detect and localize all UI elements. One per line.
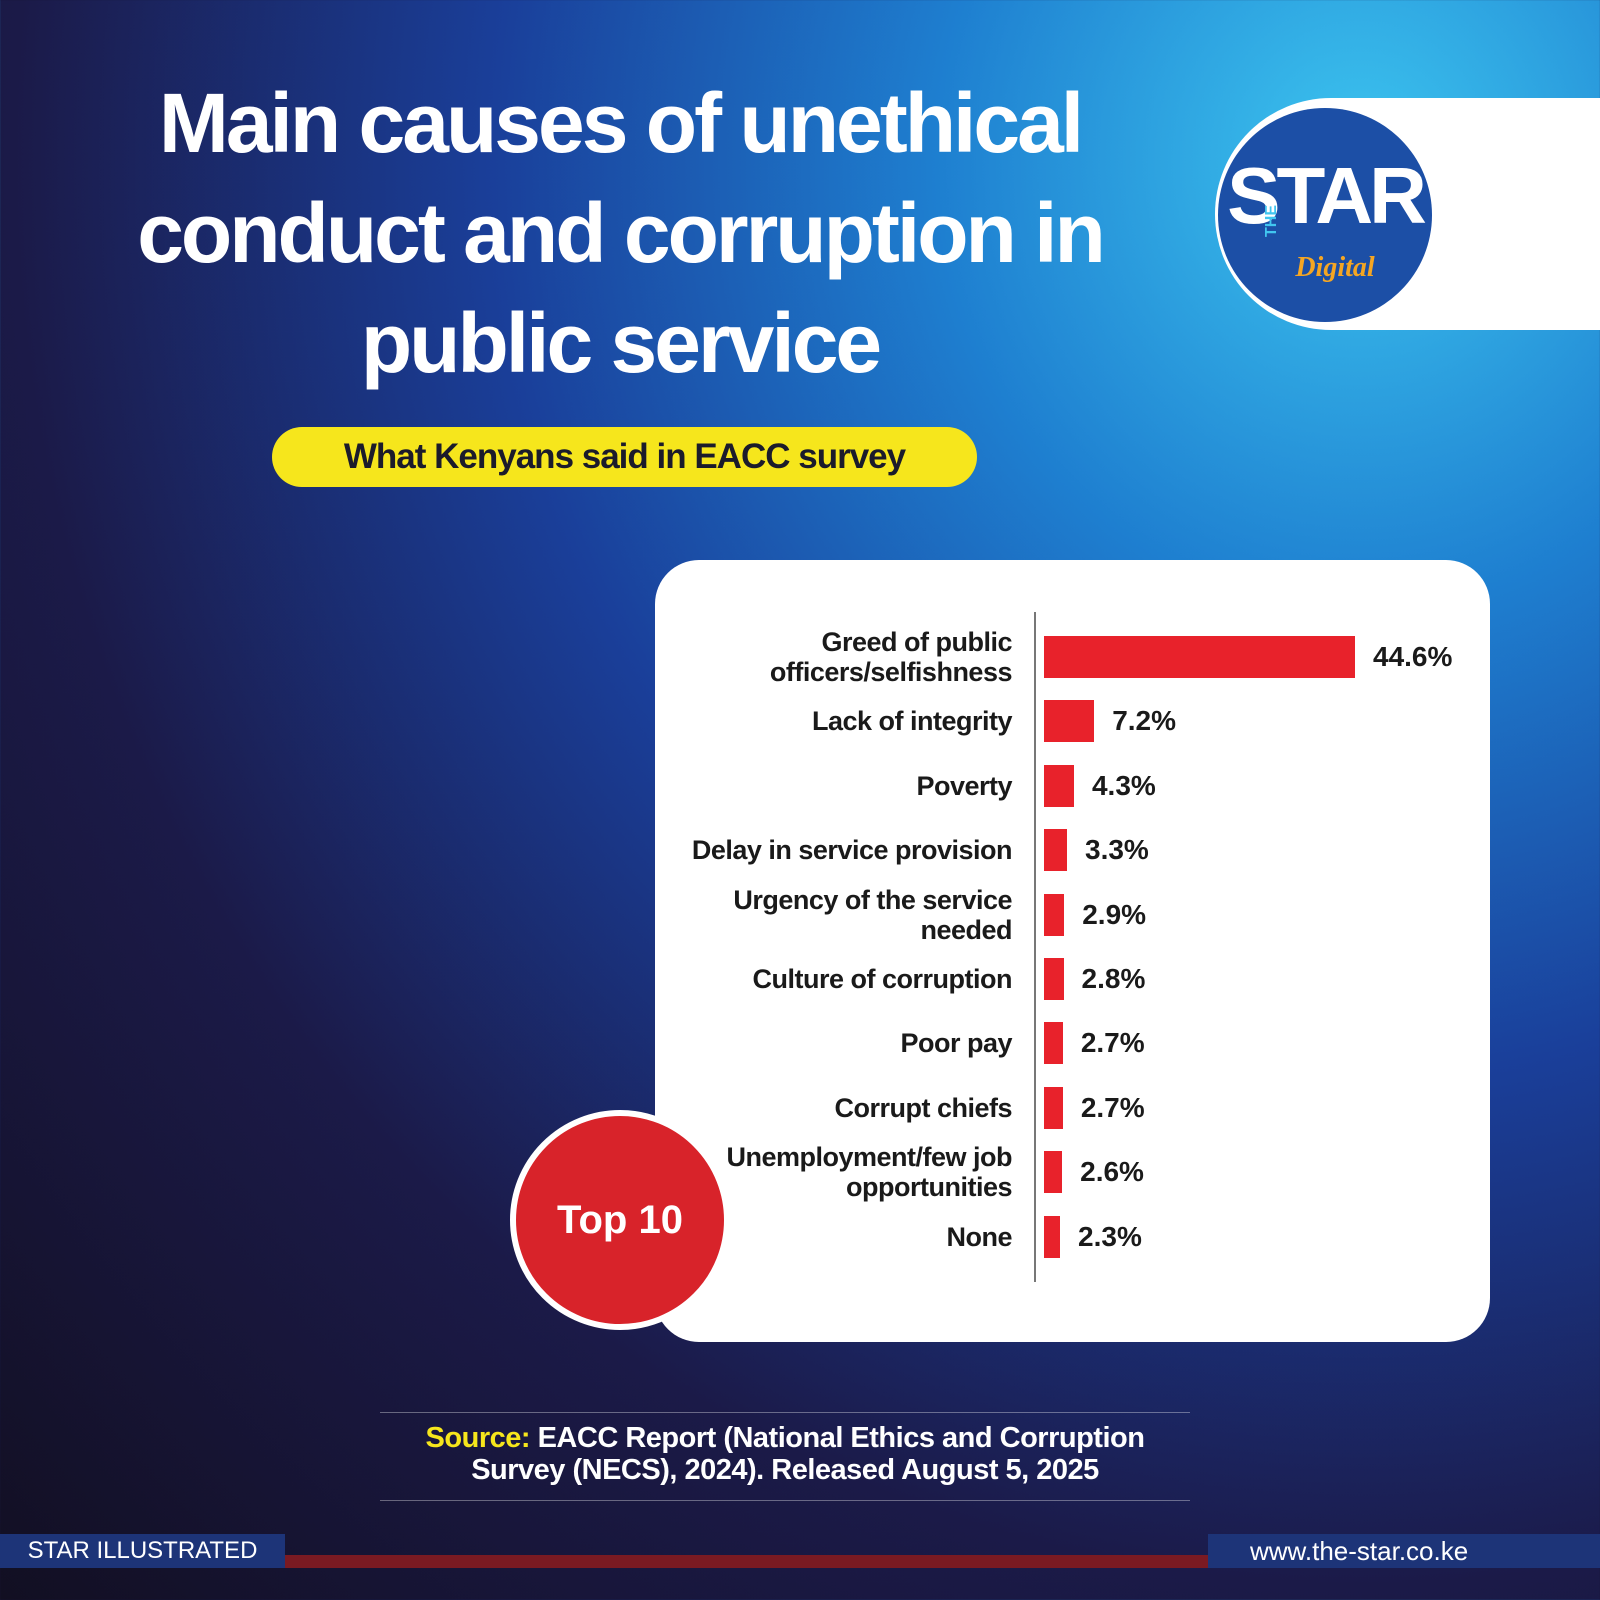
bar (1044, 958, 1064, 1000)
bar (1044, 893, 1065, 936)
logo-circle (1218, 108, 1432, 322)
category-label: Unemployment/few job opportunities (726, 1142, 1012, 1203)
value-label: 3.3% (1085, 834, 1149, 866)
category-label: Urgency of the service needed (733, 884, 1012, 945)
axis-line (1034, 612, 1036, 1282)
logo-star: STAR (1227, 151, 1427, 240)
value-label: 2.8% (1081, 963, 1146, 994)
category-label: None (946, 1221, 1013, 1252)
badge (510, 1110, 730, 1330)
chart-title: Main causes of unethical conduct and cor… (137, 76, 1106, 390)
logo-digital: Digital (1295, 252, 1375, 283)
bar (1044, 764, 1074, 807)
bar (1044, 1086, 1063, 1129)
category-label: Corrupt chiefs (834, 1092, 1012, 1123)
bar (1044, 1151, 1063, 1194)
bar (1044, 829, 1067, 872)
logo-the: THE (1263, 205, 1280, 237)
value-label: 7.2% (1112, 705, 1177, 737)
value-label: 2.9% (1082, 898, 1147, 930)
value-label: 2.7% (1080, 1091, 1145, 1123)
rule (380, 1412, 1190, 1413)
source: Source: EACC Report (National Ethics and… (380, 1422, 1190, 1486)
value-label: 44.6% (1373, 641, 1453, 672)
footer-right: www.the-star.co.ke (1208, 1534, 1600, 1568)
category-label: Greed of public officers/selfishness (769, 627, 1013, 687)
category-label: Poverty (916, 770, 1012, 801)
value-label: 2.6% (1080, 1156, 1144, 1188)
chart-card (655, 560, 1490, 1342)
badge-text: Top 10 (557, 1198, 683, 1242)
footer-left: STAR ILLUSTRATED (0, 1534, 285, 1568)
bar (1044, 700, 1095, 743)
category-label: Delay in service provision (691, 835, 1013, 866)
value-label: 2.7% (1080, 1027, 1145, 1059)
category-label: Poor pay (900, 1028, 1012, 1059)
value-label: 4.3% (1091, 769, 1156, 801)
subtitle: What Kenyans said in EACC survey (272, 427, 977, 487)
bar (1044, 636, 1355, 678)
rule (380, 1500, 1190, 1501)
footer-band (285, 1555, 1208, 1568)
bar (1044, 1215, 1061, 1258)
category-label: Culture of corruption (752, 964, 1013, 994)
bar (1044, 1022, 1063, 1065)
source-label: Source: (425, 1422, 531, 1454)
category-label: Lack of integrity (811, 706, 1013, 737)
source-text: EACC Report (National Ethics and Corrupt… (471, 1422, 1145, 1486)
value-label: 2.3% (1078, 1220, 1142, 1252)
